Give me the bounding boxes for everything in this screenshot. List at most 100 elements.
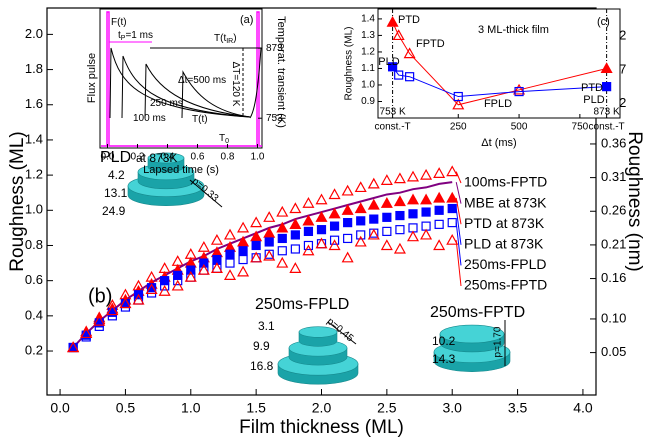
y2-tick-label: 0.21 <box>601 236 626 251</box>
marker-triangle <box>197 241 210 252</box>
schematic-curve <box>109 47 251 119</box>
marker-square <box>453 91 463 102</box>
marker-square <box>199 258 209 268</box>
schematic-curve <box>121 55 251 119</box>
marker-triangle <box>263 249 276 261</box>
y2-tick-label: 873 <box>266 43 283 54</box>
marker-triangle <box>276 205 289 217</box>
marker-triangle <box>171 279 184 291</box>
marker-triangle <box>263 226 276 238</box>
island-title: 250ms-FPLD <box>255 296 349 313</box>
marker-triangle <box>367 228 380 240</box>
marker-triangle <box>302 214 315 226</box>
marker-triangle <box>380 197 393 208</box>
y-tick-label: 1.3 <box>361 30 375 41</box>
marker-triangle <box>354 202 367 214</box>
marker-triangle <box>315 193 328 205</box>
series-label: PTD <box>581 82 603 94</box>
x-tick-label: 1.0 <box>251 152 265 163</box>
y2-tick-label: 0.10 <box>601 310 626 325</box>
marker-square <box>514 86 524 97</box>
marker-triangle <box>197 263 210 275</box>
marker-triangle <box>276 256 289 268</box>
marker-square <box>290 244 300 254</box>
marker-triangle <box>406 230 420 242</box>
x-tick-label: const.-T <box>375 122 411 133</box>
y-tick-label: 1.4 <box>25 131 43 146</box>
x-axis-title: Film thickness (ML) <box>239 417 404 438</box>
y-tick-label: 1.6 <box>25 96 43 111</box>
marker-triangle <box>210 262 223 273</box>
marker-square <box>225 258 235 268</box>
y2-axis-title: Temperat. transient (K) <box>275 16 287 128</box>
annotation-part: ) <box>233 33 236 44</box>
marker-triangle <box>250 216 263 228</box>
x-tick-label: 3.5 <box>508 400 528 416</box>
marker-triangle <box>513 83 526 95</box>
marker-triangle <box>406 193 420 205</box>
marker-triangle <box>237 265 250 277</box>
y-tick-label: 1.0 <box>25 202 43 217</box>
marker-triangle <box>420 228 433 240</box>
x-tick-label: 0.0 <box>50 400 70 416</box>
marker-triangle <box>289 202 302 214</box>
marker-square <box>387 62 398 72</box>
marker-triangle <box>106 304 119 316</box>
marker-triangle <box>367 198 380 210</box>
annotation-part: 250 ms <box>150 98 183 109</box>
marker-triangle <box>446 191 459 203</box>
marker-triangle <box>328 239 341 251</box>
marker-triangle <box>328 188 341 200</box>
x-tick-label: 2.5 <box>377 400 397 416</box>
x-tick-label: 0.6 <box>191 152 205 163</box>
annotation-part: P <box>121 35 126 42</box>
marker-square <box>405 72 415 82</box>
marker-square <box>343 218 353 228</box>
marker-triangle <box>433 239 446 251</box>
x-tick-label: const.-T <box>589 122 625 133</box>
legend-label: 100ms-FPTD <box>464 174 547 190</box>
marker-triangle <box>315 211 328 222</box>
marker-square <box>290 230 300 240</box>
marker-square <box>356 216 366 226</box>
legend-connector <box>455 208 462 245</box>
annotation: 250 ms <box>150 98 183 109</box>
marker-square <box>434 219 444 229</box>
x-tick-label: 2.0 <box>312 400 332 416</box>
series-line <box>392 66 607 98</box>
marker-triangle <box>158 284 171 296</box>
marker-triangle <box>452 98 465 110</box>
marker-square <box>303 226 314 237</box>
flux-pulse <box>101 11 262 147</box>
annotation: FPLD <box>484 98 512 110</box>
annotation-part: t <box>118 30 121 41</box>
marker-square <box>434 205 444 215</box>
y-tick-label: 1.2 <box>25 167 43 182</box>
inset-title: 3 ML-thick film <box>478 24 549 36</box>
marker-square <box>173 276 183 286</box>
y-tick-label: 0.6 <box>25 272 43 287</box>
y-tick-label: 0.8 <box>25 237 43 252</box>
island-layer-label: 3.1 <box>258 319 275 333</box>
y-tick-label: 0.9 <box>361 96 375 107</box>
y-tick-label: 1.2 <box>361 47 375 58</box>
x-tick-label: 3.0 <box>442 400 462 416</box>
legend-connector <box>455 197 462 225</box>
y-axis-title: Roughness (ML) <box>7 131 28 271</box>
annotation-part: ΔT=120 K <box>230 62 241 107</box>
temperature-label: 873 K <box>594 107 620 118</box>
marker-triangle <box>302 197 315 208</box>
marker-triangle <box>600 62 613 74</box>
y-axis-title: Flux pulse <box>86 53 98 103</box>
x-tick-label: 4.0 <box>573 400 593 416</box>
island-slope <box>327 321 357 345</box>
inset-frame <box>377 8 621 119</box>
marker-square <box>277 246 287 256</box>
marker-triangle <box>132 293 145 305</box>
series-label: PLD <box>583 94 604 106</box>
marker-square <box>382 212 392 222</box>
annotation: (b) <box>88 285 112 307</box>
schematic-curve <box>144 63 251 119</box>
marker-square <box>602 82 612 92</box>
